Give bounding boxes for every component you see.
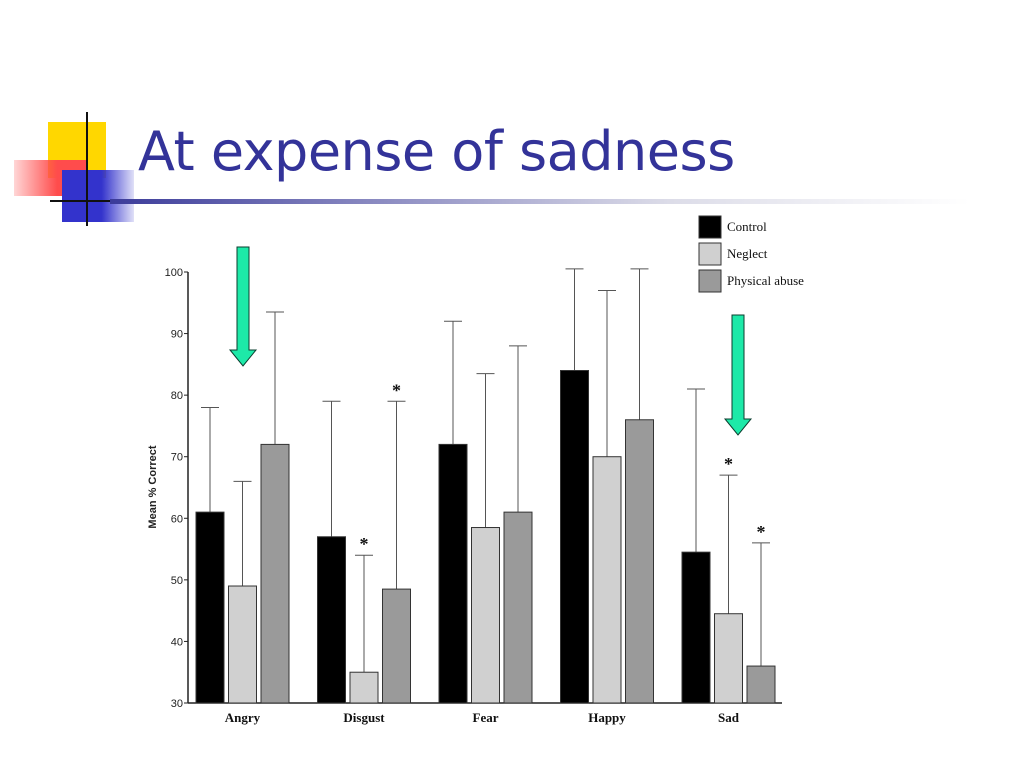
legend-label: Physical abuse	[727, 273, 804, 288]
y-tick-label: 70	[171, 452, 183, 464]
slide-title: At expense of sadness	[138, 120, 735, 183]
y-tick-label: 90	[171, 329, 183, 341]
significance-marker: *	[757, 522, 766, 542]
x-tick-label: Disgust	[343, 710, 385, 725]
bar-sad-physical-abuse	[746, 665, 776, 704]
bar-sad-control	[681, 551, 711, 704]
bar-disgust-physical-abuse	[382, 588, 411, 704]
title-underline	[110, 199, 970, 204]
bar-sad-neglect	[714, 613, 743, 704]
legend-swatch	[698, 269, 722, 293]
bar-happy-control	[560, 370, 589, 704]
decor-horizontal-line	[50, 200, 146, 202]
bar-happy-neglect	[592, 456, 622, 704]
annotation-arrow-sad	[723, 314, 753, 436]
bar-happy-physical-abuse	[625, 419, 654, 704]
significance-marker: *	[724, 454, 733, 474]
legend-swatch	[698, 242, 722, 266]
x-tick-label: Fear	[473, 710, 499, 725]
bar-angry-physical-abuse	[260, 443, 290, 704]
significance-marker: *	[360, 534, 369, 554]
legend-label: Control	[727, 219, 767, 234]
legend-swatch	[698, 215, 722, 239]
bar-disgust-neglect	[349, 671, 379, 704]
decor-blue-square	[62, 170, 134, 222]
x-tick-label: Angry	[225, 710, 261, 725]
x-tick-label: Happy	[588, 710, 626, 725]
y-tick-label: 50	[171, 575, 183, 587]
significance-marker: *	[392, 380, 401, 400]
bar-disgust-control	[317, 536, 346, 704]
y-tick-label: 60	[171, 513, 183, 525]
bar-angry-control	[195, 511, 225, 704]
legend-label: Neglect	[727, 246, 768, 261]
bar-fear-neglect	[471, 527, 500, 704]
y-tick-label: 80	[171, 390, 183, 402]
y-axis-title: Mean % Correct	[147, 445, 159, 528]
annotation-arrow-angry	[228, 246, 258, 367]
y-tick-label: 100	[165, 267, 183, 279]
decor-vertical-line	[86, 112, 88, 226]
x-tick-label: Sad	[718, 710, 740, 725]
y-tick-label: 40	[171, 636, 183, 648]
bar-fear-control	[438, 443, 468, 704]
bar-angry-neglect	[228, 585, 257, 704]
bar-fear-physical-abuse	[503, 511, 533, 704]
y-tick-label: 30	[171, 698, 183, 710]
